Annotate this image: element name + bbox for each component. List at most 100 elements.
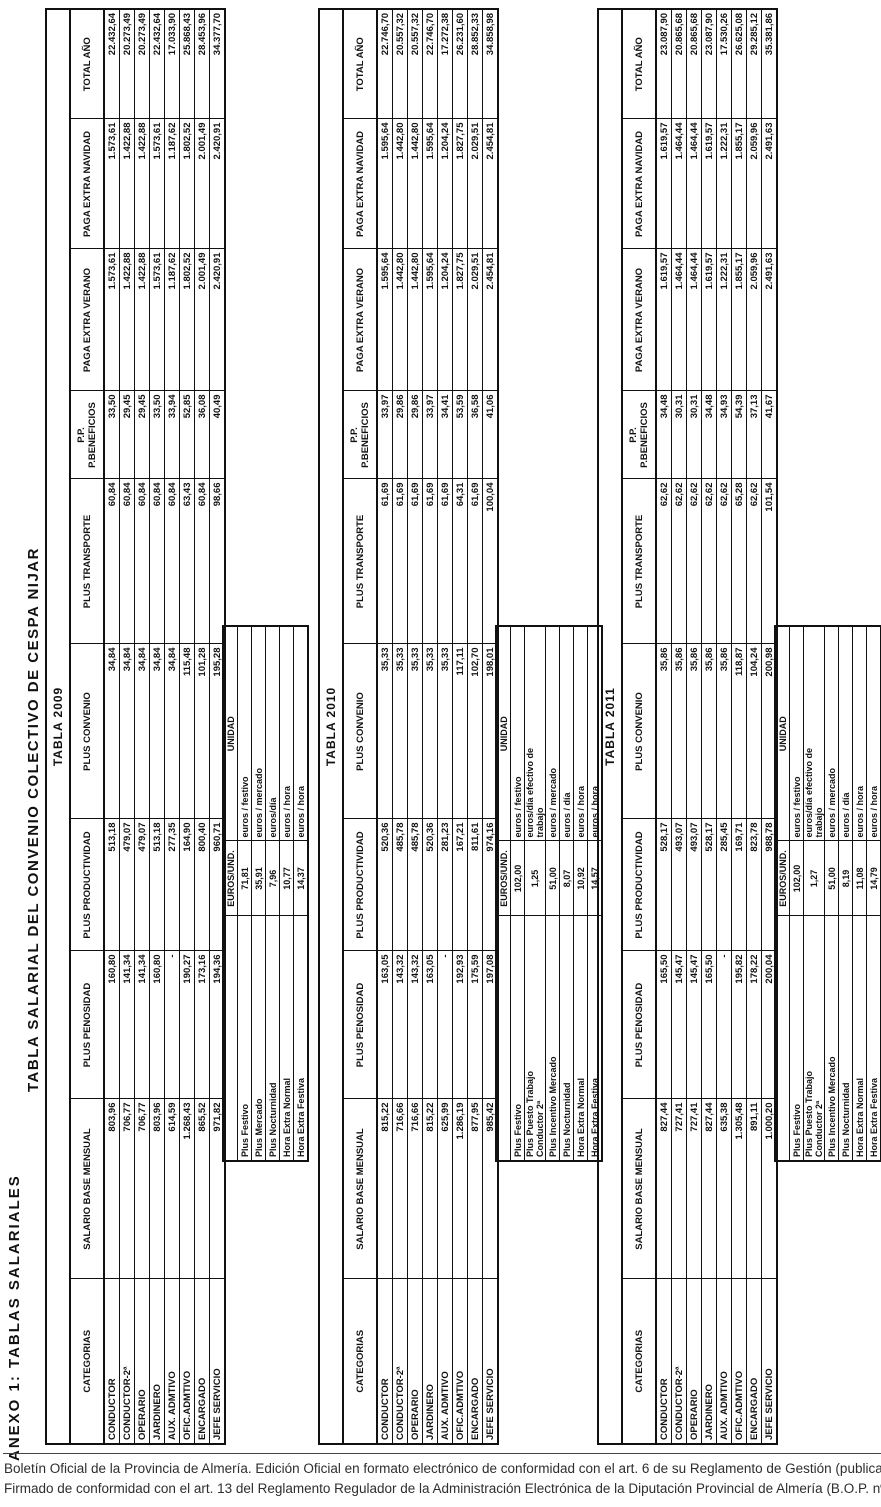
extras-row: Plus Nocturnidad 8,19 euros / día [838,626,853,1161]
footer-line-2: Firmado de conformidad con el art. 13 de… [4,1481,881,1496]
salary-table-2010: TABLA 2010 CATEGORIAS SALARIO BASE MENSUAL… [318,7,499,1445]
cell-value: 803,96 [104,1099,120,1279]
cell-value: 1.422,88 [134,249,150,391]
extras-value-header: EUROS/UND. [223,841,238,916]
cell-value: 145,47 [686,951,702,1099]
extras-value: 10,92 [573,841,588,916]
extras-unit: euros / hora [866,626,881,841]
cell-value: 2.059,96 [746,119,762,249]
cell-value: 36,08 [194,391,210,479]
cell-value: 165,50 [701,951,717,1099]
cell-value: 34,84 [119,644,135,819]
column-header: PLUS PENOSIDAD [622,951,656,1099]
extras-value-header: EUROS/UND. [775,841,790,916]
extras-value: 14,37 [293,841,308,916]
cell-value: - [437,951,453,1099]
cell-value: - [164,951,180,1099]
cell-value: 61,69 [407,479,423,644]
cell-value: 811,61 [467,819,483,951]
cell-value: 706,77 [119,1099,135,1279]
extras-label: Plus Incentivo Mercado [824,916,839,1161]
cell-value: 1.464,44 [686,249,702,391]
cell-value: 165,50 [656,951,672,1099]
cell-value: 35,86 [671,644,687,819]
cell-value: 823,78 [746,819,762,951]
cell-value: 61,69 [392,479,408,644]
row-category: CONDUCTOR [656,1279,672,1444]
cell-value: 22.432,64 [104,8,120,119]
extras-row: Plus Incentivo Mercado 51,00 euros / merca… [545,626,560,1161]
cell-value: 173,16 [194,951,210,1099]
column-header: CATEGORIAS [343,1279,377,1444]
table-row: OFIC.ADMTIVO 1.268,43 190,27 164,90 115,48 63… [179,8,195,1444]
cell-value: 716,66 [392,1099,408,1279]
column-header: PAGA EXTRA VERANO [622,249,656,391]
column-header: P.P. P.BENEFICIOS [70,391,104,479]
extras-row: Plus Nocturnidad 7,96 euros/día [265,626,280,1161]
cell-value: 614,59 [164,1099,180,1279]
cell-value: 17.272,38 [437,8,453,119]
extras-row: Plus Festivo 71,81 euros / festivo [237,626,252,1161]
extras-label: Hora Extra Festiva [866,916,881,1161]
cell-value: 22.432,64 [149,8,165,119]
table-row: ENCARGADO 891,11 178,22 823,78 104,24 62,62 37… [746,8,762,1444]
extras-label: Plus Nocturnidad [559,916,574,1161]
row-category: JARDINERO [422,1279,438,1444]
cell-value: 1.464,44 [671,249,687,391]
cell-value: 520,36 [422,819,438,951]
extras-row: Plus Nocturnidad 8,07 euros / día [559,626,574,1161]
cell-value: 30,31 [686,391,702,479]
cell-value: 1.464,44 [686,119,702,249]
cell-value: 625,99 [437,1099,453,1279]
extras-blank-header [775,916,790,1161]
cell-value: 1.268,43 [179,1099,195,1279]
cell-value: 2.491,63 [761,119,777,249]
cell-value: 25.868,43 [179,8,195,119]
cell-value: 53,59 [452,391,468,479]
extras-row: Hora Extra Normal 11,08 euros / hora [852,626,867,1161]
table-row: CONDUCTOR-2ª 716,66 143,32 485,78 35,33 61,69… [392,8,408,1444]
extras-label: Plus Festivo [789,916,804,1161]
cell-value: 1.204,24 [437,119,453,249]
cell-value: 62,62 [686,479,702,644]
extras-label: Plus Festivo [237,916,252,1161]
column-header: PAGA EXTRA NAVIDAD [343,119,377,249]
cell-value: 1.855,17 [731,249,747,391]
cell-value: 117,11 [452,644,468,819]
extras-table-2009: EUROS/UND. UNIDAD Plus Festivo 71,81 euros /… [222,625,309,1162]
extras-value: 11,08 [852,841,867,916]
extras-unit: euros / día [838,626,853,841]
cell-value: 54,39 [731,391,747,479]
cell-value: 115,48 [179,644,195,819]
table-row: JARDINERO 803,96 160,80 513,18 34,84 60,84 33,… [149,8,165,1444]
cell-value: 175,59 [467,951,483,1099]
row-category: AUX. ADMTIVO [437,1279,453,1444]
cell-value: 61,69 [422,479,438,644]
cell-value: 28.453,96 [194,8,210,119]
cell-value: 493,07 [671,819,687,951]
extras-value: 8,19 [838,841,853,916]
cell-value: 485,78 [407,819,423,951]
cell-value: 2.491,63 [761,249,777,391]
row-category: ENCARGADO [746,1279,762,1444]
cell-value: 479,07 [119,819,135,951]
column-header: PLUS TRANSPORTE [343,479,377,644]
cell-value: 1.187,62 [164,119,180,249]
extras-label: Hora Extra Normal [279,916,294,1161]
column-header: PLUS PENOSIDAD [343,951,377,1099]
table-row: OPERARIO 706,77 141,34 479,07 34,84 60,84 29,4… [134,8,150,1444]
row-category: JEFE SERVICIO [482,1279,498,1444]
column-header: PAGA EXTRA VERANO [343,249,377,391]
cell-value: 62,62 [746,479,762,644]
extras-unit: euros / hora [293,626,308,841]
cell-value: 2.420,91 [209,249,225,391]
extras-unit: euros / día [559,626,574,841]
cell-value: 29,45 [119,391,135,479]
cell-value: 60,84 [164,479,180,644]
extras-row: Plus Puesto Trabajo Conductor 2ª 1,25 euros… [524,626,546,1161]
extras-label: Plus Nocturnidad [265,916,280,1161]
cell-value: 34.377,70 [209,8,225,119]
cell-value: 727,41 [671,1099,687,1279]
cell-value: 513,18 [149,819,165,951]
cell-value: 26.231,60 [452,8,468,119]
